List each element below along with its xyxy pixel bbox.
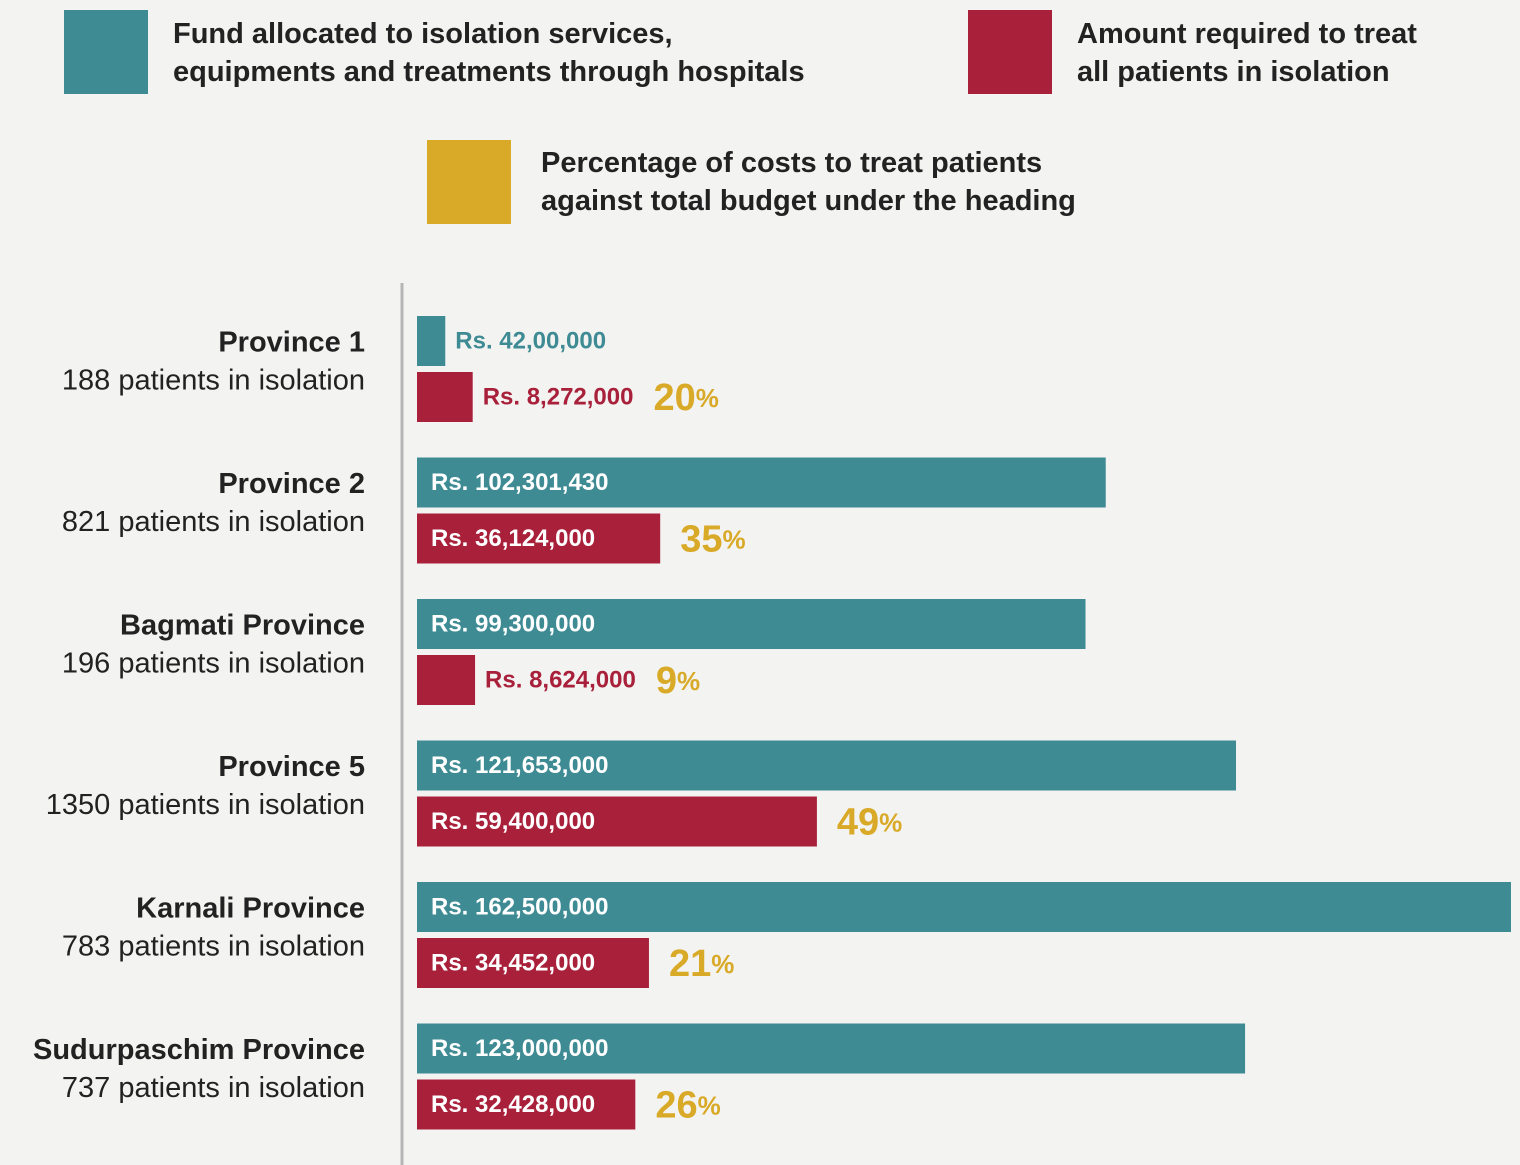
- value-label: Rs. 32,428,000: [431, 1091, 595, 1118]
- category-sublabel: 821 patients in isolation: [62, 506, 365, 538]
- value-label: Rs. 102,301,430: [431, 469, 608, 496]
- value-label: Rs. 8,272,000: [483, 383, 634, 410]
- legend-line: against total budget under the heading: [541, 185, 1076, 217]
- value-label: Rs. 162,500,000: [431, 893, 608, 920]
- legend-label: Fund allocated to isolation services, equ…: [173, 18, 805, 88]
- legend-line: equipments and treatments through hospit…: [173, 56, 805, 88]
- percentage-label: 9%: [656, 660, 700, 702]
- category-label: Bagmati Province: [120, 610, 365, 642]
- chart: Fund allocated to isolation services, equ…: [0, 0, 1520, 1165]
- percentage-number: 35: [680, 519, 722, 561]
- legend-swatch: [427, 140, 511, 224]
- legend-label: Amount required to treat all patients in …: [1077, 18, 1417, 88]
- value-label: Rs. 59,400,000: [431, 808, 595, 835]
- value-label: Rs. 34,452,000: [431, 949, 595, 976]
- bar: [417, 316, 445, 366]
- category-label: Sudurpaschim Province: [33, 1034, 365, 1066]
- percentage-label: 21%: [669, 943, 734, 985]
- category-label: Province 1: [218, 327, 365, 359]
- value-label: Rs. 121,653,000: [431, 752, 608, 779]
- category-sublabel: 737 patients in isolation: [62, 1072, 365, 1104]
- percentage-sign: %: [711, 949, 734, 979]
- legend-line: Fund allocated to isolation services,: [173, 18, 673, 50]
- percentage-sign: %: [879, 807, 902, 837]
- legend-line: Percentage of costs to treat patients: [541, 147, 1042, 179]
- value-label: Rs. 8,624,000: [485, 666, 636, 693]
- legend-swatch: [968, 10, 1052, 94]
- value-label: Rs. 36,124,000: [431, 525, 595, 552]
- legend-swatch: [64, 10, 148, 94]
- percentage-label: 26%: [655, 1085, 720, 1127]
- percentage-label: 20%: [653, 377, 718, 419]
- legend-label: Percentage of costs to treat patients aga…: [541, 147, 1076, 217]
- percentage-label: 49%: [837, 802, 902, 844]
- category-sublabel: 196 patients in isolation: [62, 648, 365, 680]
- percentage-number: 21: [669, 943, 711, 985]
- legend-line: all patients in isolation: [1077, 56, 1390, 88]
- percentage-sign: %: [696, 383, 719, 413]
- percentage-label: 35%: [680, 519, 745, 561]
- percentage-sign: %: [722, 524, 745, 554]
- value-label: Rs. 42,00,000: [455, 327, 606, 354]
- percentage-number: 26: [655, 1085, 697, 1127]
- legend-line: Amount required to treat: [1077, 18, 1417, 50]
- percentage-number: 9: [656, 660, 677, 702]
- page: {"chart_data": { "type": "bar", "orienta…: [0, 0, 1520, 1165]
- bar: [417, 372, 473, 422]
- category-label: Karnali Province: [136, 893, 365, 925]
- percentage-number: 20: [653, 377, 695, 419]
- percentage-sign: %: [698, 1090, 721, 1120]
- bar: [417, 655, 475, 705]
- percentage-number: 49: [837, 802, 879, 844]
- value-label: Rs. 123,000,000: [431, 1035, 608, 1062]
- category-sublabel: 783 patients in isolation: [62, 931, 365, 963]
- category-sublabel: 188 patients in isolation: [62, 365, 365, 397]
- category-label: Province 2: [218, 468, 365, 500]
- value-label: Rs. 99,300,000: [431, 610, 595, 637]
- category-label: Province 5: [218, 751, 365, 783]
- category-sublabel: 1350 patients in isolation: [46, 789, 365, 821]
- percentage-sign: %: [677, 666, 700, 696]
